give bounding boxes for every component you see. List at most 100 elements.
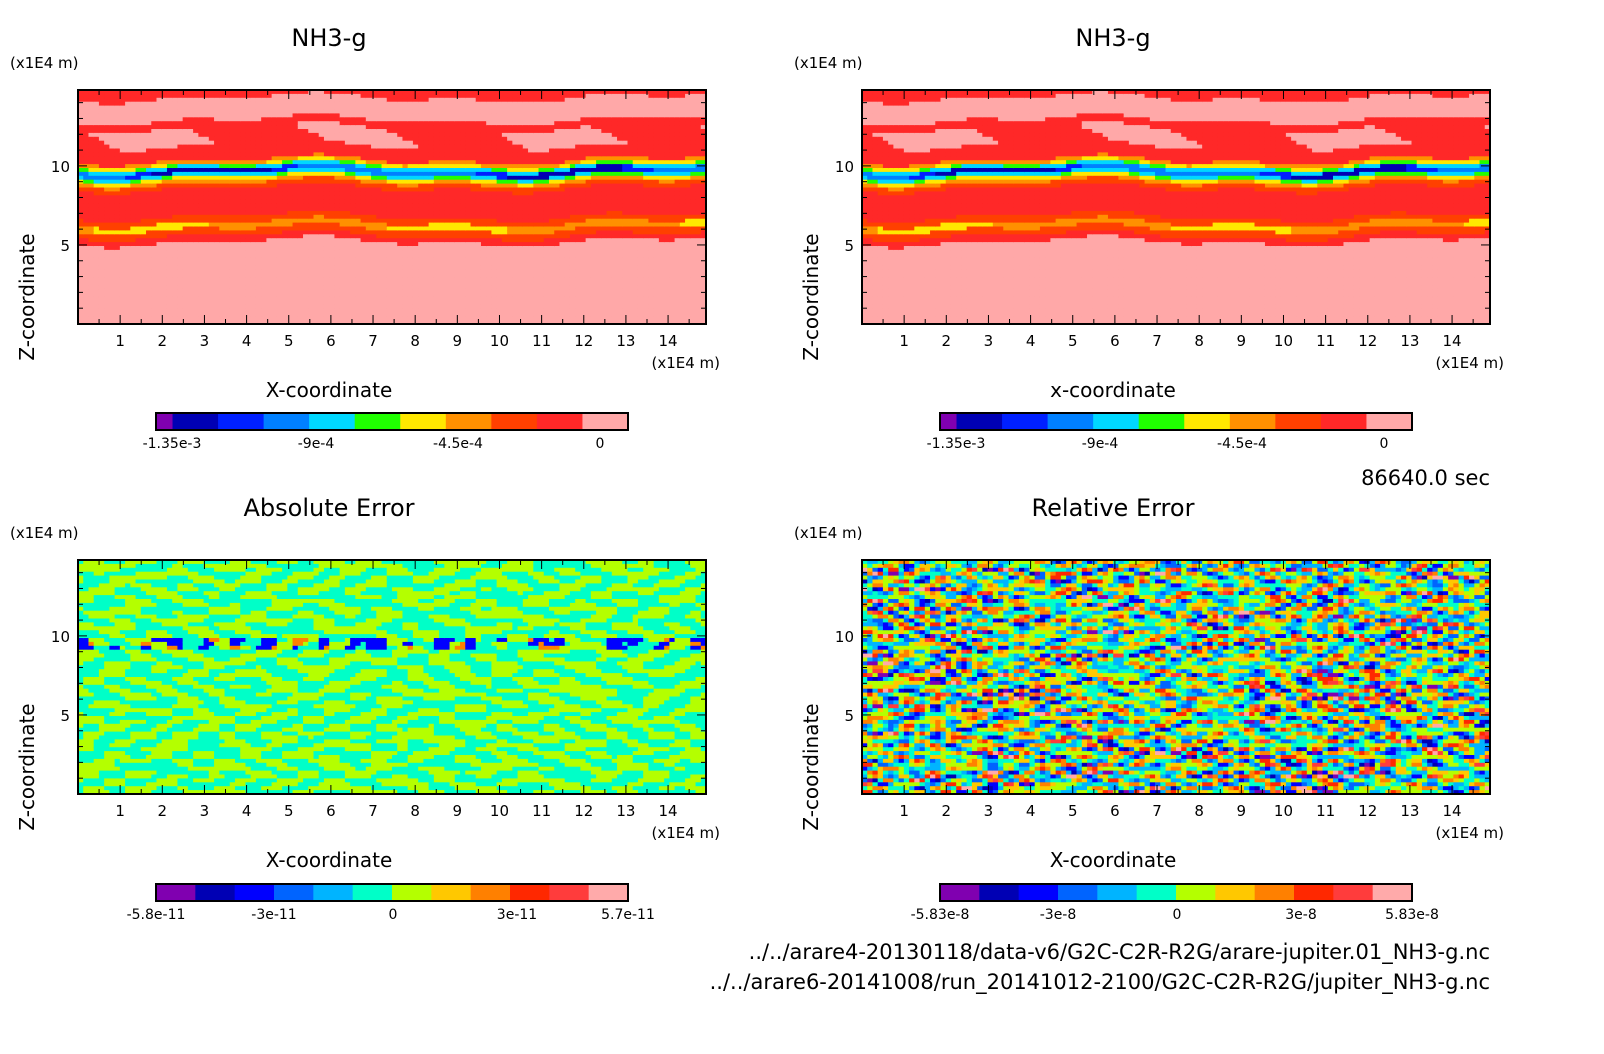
contour-cell <box>183 113 189 118</box>
contour-cell <box>125 121 131 126</box>
contour-cell <box>109 113 115 118</box>
contour-cell <box>146 238 152 243</box>
contour-cell <box>146 312 152 317</box>
contour-cell <box>157 308 163 313</box>
contour-cell <box>120 277 126 282</box>
contour-cell <box>99 110 105 115</box>
contour-cell <box>183 121 189 126</box>
contour-cell <box>88 242 94 247</box>
contour-cell <box>125 110 131 115</box>
contour-cell <box>188 207 194 212</box>
contour-cell <box>99 102 105 107</box>
contour-cell <box>146 129 152 134</box>
contour-cell <box>109 160 115 165</box>
contour-cell <box>83 301 89 306</box>
contour-cell <box>177 258 183 263</box>
contour-cell <box>136 254 142 258</box>
contour-cell <box>83 102 89 107</box>
contour-cell <box>130 164 136 169</box>
contour-cell <box>162 160 168 165</box>
contour-cell <box>94 141 100 146</box>
contour-cell <box>125 246 131 251</box>
contour-cell <box>94 125 100 130</box>
contour-cell <box>162 117 168 122</box>
contour-cell <box>141 172 147 177</box>
contour-cell <box>167 301 173 306</box>
contour-cell <box>130 227 136 232</box>
contour-cell <box>115 223 121 228</box>
contour-cell <box>99 149 105 154</box>
contour-cell <box>109 191 115 196</box>
contour-cell <box>88 199 94 204</box>
contour-cell <box>136 188 142 193</box>
contour-cell <box>130 230 136 235</box>
contour-cell <box>151 129 157 134</box>
contour-cell <box>177 227 183 232</box>
contour-cell <box>167 176 173 181</box>
contour-cell <box>167 195 173 200</box>
contour-cell <box>99 172 105 177</box>
contour-cell <box>88 230 94 235</box>
contour-cell <box>146 180 152 185</box>
contour-cell <box>177 223 183 228</box>
contour-cell <box>88 168 94 173</box>
contour-cell <box>151 149 157 154</box>
contour-cell <box>99 266 105 271</box>
contour-cell <box>115 273 121 278</box>
contour-cell <box>146 219 152 224</box>
contour-cell <box>83 191 89 196</box>
contour-cell <box>157 215 163 220</box>
contour-cell <box>188 215 194 220</box>
contour-cell <box>141 242 147 247</box>
contour-cell <box>167 273 173 278</box>
contour-cell <box>167 168 173 173</box>
contour-cell <box>177 305 183 310</box>
contour-cell <box>162 262 168 267</box>
contour-cell <box>151 301 157 306</box>
contour-cell <box>83 258 89 263</box>
contour-cell <box>162 149 168 154</box>
contour-cell <box>130 305 136 310</box>
contour-cell <box>83 285 89 290</box>
contour-cell <box>167 133 173 138</box>
contour-cell <box>115 262 121 267</box>
contour-cell <box>130 269 136 274</box>
contour-cell <box>115 98 121 103</box>
contour-cell <box>172 110 178 115</box>
contour-cell <box>115 277 121 282</box>
contour-cell <box>125 230 131 235</box>
contour-cell <box>136 281 142 286</box>
contour-cell <box>177 164 183 169</box>
contour-cell <box>88 211 94 216</box>
contour-cell <box>141 129 147 134</box>
contour-cell <box>104 223 110 228</box>
contour-cell <box>167 297 173 302</box>
contour-cell <box>109 94 115 99</box>
contour-cell <box>177 168 183 173</box>
contour-cell <box>183 117 189 122</box>
contour-cell <box>94 258 100 263</box>
contour-cell <box>162 195 168 200</box>
contour-cell <box>94 234 100 239</box>
contour-cell <box>188 141 194 146</box>
contour-cell <box>188 180 194 185</box>
contour-cell <box>188 129 194 134</box>
contour-cell <box>183 262 189 267</box>
contour-cell <box>141 207 147 212</box>
contour-cell <box>109 152 115 157</box>
contour-cell <box>99 133 105 138</box>
contour-cell <box>167 266 173 271</box>
contour-cell <box>172 188 178 193</box>
contour-cell <box>94 223 100 228</box>
contour-cell <box>120 191 126 196</box>
contour-cell <box>104 312 110 317</box>
contour-cell <box>136 266 142 271</box>
contour-cell <box>146 149 152 154</box>
contour-cell <box>83 293 89 298</box>
contour-cell <box>177 203 183 208</box>
contour-cell <box>88 129 94 134</box>
contour-cell <box>115 149 121 154</box>
contour-cell <box>99 293 105 298</box>
contour-cell <box>136 273 142 278</box>
contour-cell <box>162 227 168 232</box>
